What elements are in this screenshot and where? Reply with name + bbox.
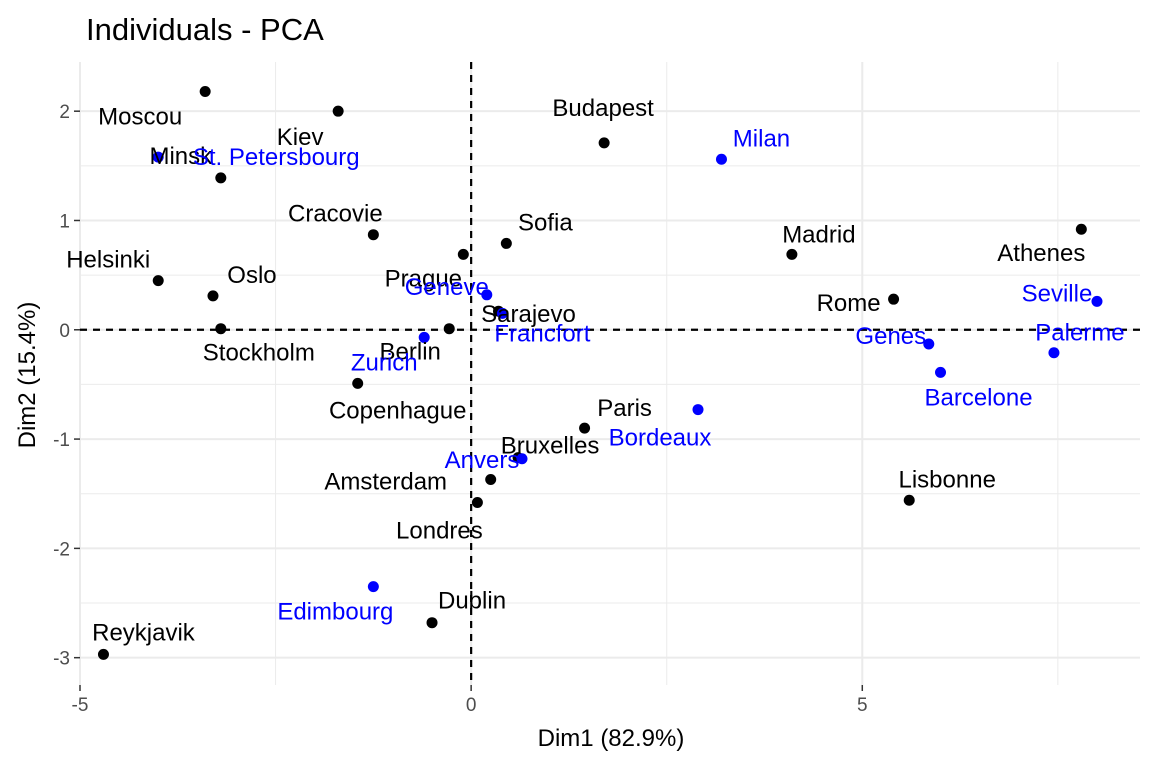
label-cracovie: Cracovie <box>288 201 383 228</box>
point-reykjavik <box>97 648 109 660</box>
x-axis-title: Dim1 (82.9%) <box>538 725 685 752</box>
label-bruxelles: Bruxelles <box>501 433 600 460</box>
label-genes: Genes <box>855 323 926 350</box>
label-milan: Milan <box>733 125 790 152</box>
label-dublin: Dublin <box>438 588 506 615</box>
y-axis-title: Dim2 (15.4%) <box>14 302 41 449</box>
point-barcelone <box>935 366 947 378</box>
label-palerme: Palerme <box>1035 320 1124 347</box>
label-stockholm: Stockholm <box>203 340 315 367</box>
point-moscou <box>199 86 211 98</box>
label-kiev: Kiev <box>277 124 324 151</box>
point-minsk <box>215 172 227 184</box>
label-oslo: Oslo <box>227 262 276 289</box>
label-londres: Londres <box>396 517 483 544</box>
point-budapest <box>598 137 610 149</box>
label-seville: Seville <box>1022 280 1093 307</box>
label-st-petersbourg: St. Petersbourg <box>193 144 360 171</box>
point-st-petersbourg <box>152 151 164 163</box>
point-geneve <box>481 289 493 301</box>
x-tick-label: 5 <box>857 695 868 716</box>
point-helsinki <box>152 275 164 287</box>
label-athenes: Athenes <box>997 240 1085 267</box>
x-axis: -5 0 5 <box>72 685 868 716</box>
point-edimbourg <box>367 581 379 593</box>
x-tick-label: -5 <box>72 695 89 716</box>
point-anvers <box>516 453 528 465</box>
label-budapest: Budapest <box>552 95 654 122</box>
label-rome: Rome <box>817 290 881 317</box>
point-seville <box>1091 295 1103 307</box>
point-athenes <box>1075 223 1087 235</box>
label-bordeaux: Bordeaux <box>609 425 712 452</box>
label-geneve: Geneve <box>405 274 489 301</box>
point-madrid <box>786 248 798 260</box>
point-francfort <box>496 307 508 319</box>
label-lisbonne: Lisbonne <box>899 466 996 493</box>
point-sofia <box>500 237 512 249</box>
point-copenhague <box>352 377 364 389</box>
point-paris <box>579 422 591 434</box>
point-stockholm <box>215 323 227 335</box>
point-londres <box>471 496 483 508</box>
label-reykjavik: Reykjavik <box>92 619 196 646</box>
label-madrid: Madrid <box>782 221 855 248</box>
label-sofia: Sofia <box>518 209 573 236</box>
label-prague: Prague <box>385 265 462 292</box>
y-tick-label: 2 <box>59 102 70 123</box>
label-anvers: Anvers <box>445 447 520 474</box>
label-copenhague: Copenhague <box>329 397 466 424</box>
point-bordeaux <box>692 404 704 416</box>
x-tick-label: 0 <box>466 695 477 716</box>
label-moscou: Moscou <box>98 104 182 131</box>
point-berlin <box>443 323 455 335</box>
point-palerme <box>1048 347 1060 359</box>
label-helsinki: Helsinki <box>66 247 150 274</box>
point-milan <box>715 153 727 165</box>
label-sarajevo: Sarajevo <box>481 301 576 328</box>
point-lisbonne <box>903 494 915 506</box>
y-axis: -3 -2 -1 0 1 2 <box>53 102 80 670</box>
point-zurich <box>418 331 430 343</box>
y-tick-label: 1 <box>59 211 70 232</box>
label-berlin: Berlin <box>380 339 441 366</box>
label-paris: Paris <box>597 395 652 422</box>
grid-minor <box>80 62 1140 685</box>
y-tick-label: 0 <box>59 321 70 342</box>
label-zurich: Zurich <box>351 349 418 376</box>
label-edimbourg: Edimbourg <box>277 599 393 626</box>
point-amsterdam <box>485 474 497 486</box>
point-rome <box>888 293 900 305</box>
points-layer <box>97 86 1103 660</box>
point-prague <box>457 248 469 260</box>
point-oslo <box>207 290 219 302</box>
label-barcelone: Barcelone <box>924 384 1032 411</box>
y-tick-label: -3 <box>53 649 70 670</box>
point-cracovie <box>367 229 379 241</box>
point-dublin <box>426 617 438 629</box>
label-amsterdam: Amsterdam <box>324 469 447 496</box>
label-francfort: Francfort <box>494 320 590 347</box>
label-minsk: Minsk <box>149 143 213 170</box>
grid-major <box>79 62 1140 685</box>
y-tick-label: -2 <box>53 539 70 560</box>
y-tick-label: -1 <box>53 430 70 451</box>
point-genes <box>923 338 935 350</box>
chart-title: Individuals - PCA <box>86 12 324 47</box>
point-kiev <box>332 105 344 117</box>
